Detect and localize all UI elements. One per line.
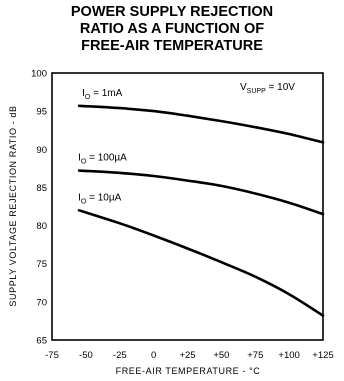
- label-100ua: IO = 100µA: [78, 153, 127, 166]
- y-axis-label: SUPPLY VOLTAGE REJECTION RATIO - dB: [8, 105, 18, 306]
- plot-frame: [51, 72, 324, 341]
- x-axis-label: FREE-AIR TEMPERATURE - °C: [116, 366, 261, 376]
- label-10ua: IO = 10µA: [78, 192, 122, 205]
- vsupp-tail: = 10V: [266, 82, 296, 93]
- y-tick-label: 70: [36, 297, 47, 308]
- vsupp-main: V: [240, 82, 247, 93]
- chart-title-line-1: POWER SUPPLY REJECTION: [70, 4, 274, 20]
- chart-title-line-2: RATIO AS A FUNCTION OF: [79, 21, 265, 37]
- curve-100ua: [77, 169, 325, 216]
- x-tick-labels: -75 -50 -25 0 +25 +50 +75 +100 +125: [45, 350, 334, 361]
- chart-title: POWER SUPPLY REJECTION RATIO AS A FUNCTI…: [0, 4, 344, 55]
- y-tick-labels: 65 70 75 80 85 90 95 100: [31, 69, 47, 347]
- vsupp-sub: SUPP: [247, 88, 266, 95]
- y-tick-label: 75: [36, 259, 47, 270]
- chart-title-line-3: FREE-AIR TEMPERATURE: [81, 38, 263, 54]
- label-1ma: IO = 1mA: [82, 88, 123, 101]
- y-tick-label: 65: [36, 336, 47, 347]
- curve-1ma: [77, 104, 325, 144]
- curve-10ua: [77, 209, 325, 317]
- series-labels: IO = 1mA IO = 100µA IO = 10µA: [78, 88, 127, 206]
- x-tick-label: +50: [213, 350, 229, 361]
- x-tick-label: 0: [151, 350, 156, 361]
- y-tick-label: 85: [36, 183, 47, 194]
- x-tick-label: -25: [113, 350, 127, 361]
- y-tick-label: 95: [36, 107, 47, 118]
- curves-group: [77, 104, 325, 317]
- x-tick-label: +100: [278, 350, 299, 361]
- y-tick-label: 100: [31, 69, 47, 80]
- x-tick-label: -50: [79, 350, 93, 361]
- vsupp-condition-label: VSUPP = 10V: [240, 82, 295, 95]
- x-tick-label: +125: [312, 350, 333, 361]
- x-tick-label: +25: [179, 350, 195, 361]
- x-tick-label: +75: [247, 350, 263, 361]
- y-tick-label: 80: [36, 221, 47, 232]
- y-tick-label: 90: [36, 145, 47, 156]
- x-tick-label: -75: [45, 350, 59, 361]
